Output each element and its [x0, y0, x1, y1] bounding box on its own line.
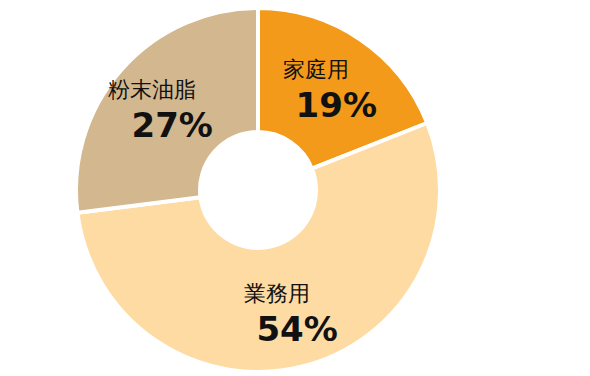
category-label: 粉末油脂	[108, 77, 196, 102]
category-label: 業務用	[244, 281, 310, 306]
value-label: 19%	[296, 85, 377, 125]
labels: 家庭用 19% 業務用 54% 粉末油脂 27%	[108, 57, 377, 349]
slices	[76, 8, 440, 372]
value-label: 27%	[132, 105, 213, 145]
value-label: 54%	[256, 309, 337, 349]
plot	[76, 8, 440, 372]
category-label: 家庭用	[283, 57, 349, 82]
chart: 家庭用 19% 業務用 54% 粉末油脂 27%	[0, 0, 590, 376]
slice	[76, 8, 258, 213]
